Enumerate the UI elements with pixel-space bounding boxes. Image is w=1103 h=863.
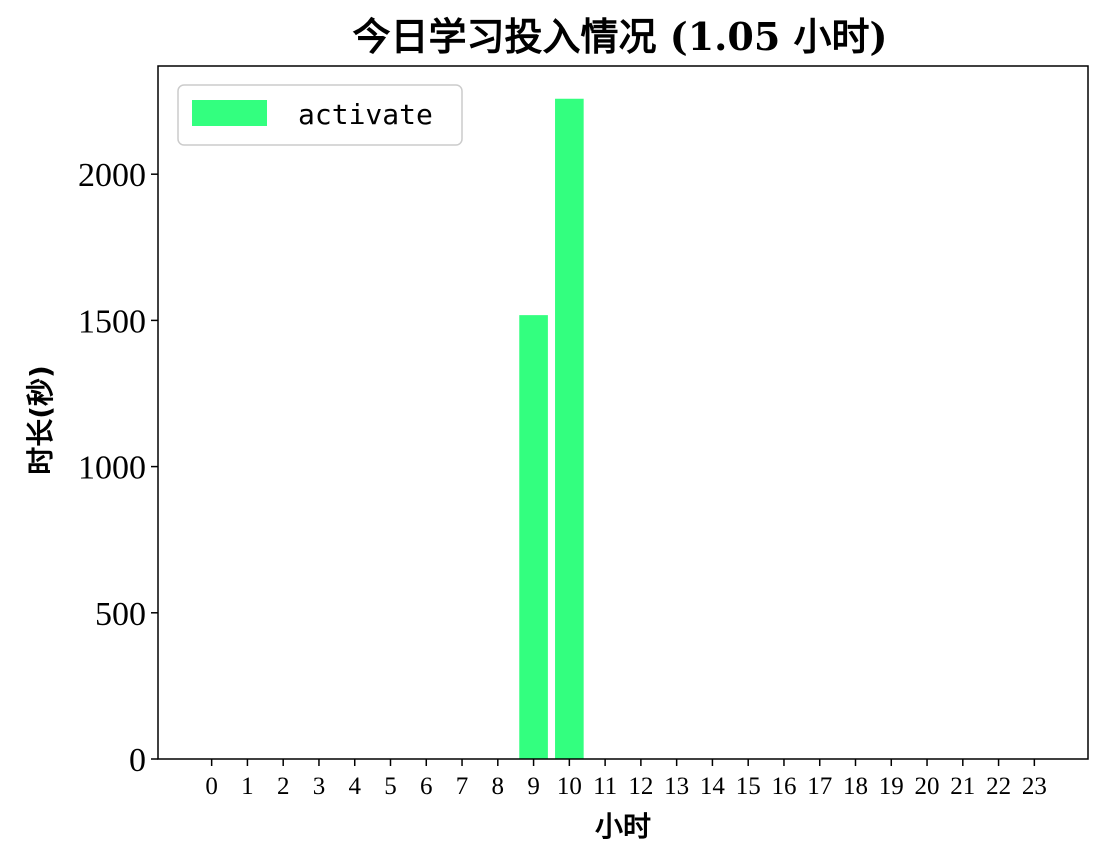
x-tick-label: 14 (700, 773, 726, 800)
x-tick-label: 21 (950, 773, 975, 800)
bar-hour-9 (519, 315, 548, 759)
x-tick-label: 15 (736, 773, 761, 800)
x-tick-label: 23 (1022, 773, 1047, 800)
x-tick-label: 0 (205, 773, 218, 800)
bar-hour-10 (555, 98, 584, 759)
x-tick-label: 16 (771, 773, 796, 800)
y-tick-label: 1500 (78, 303, 146, 340)
x-tick-label: 5 (384, 773, 397, 800)
x-tick-label: 9 (527, 773, 540, 800)
x-tick-label: 18 (843, 773, 868, 800)
x-tick-label: 17 (807, 773, 832, 800)
y-tick-label: 1000 (78, 450, 146, 487)
x-tick-label: 8 (492, 773, 505, 800)
x-axis-label: 小时 (595, 810, 651, 843)
legend: activate (177, 84, 463, 146)
x-tick-label: 19 (879, 773, 904, 800)
x-tick-label: 20 (915, 773, 940, 800)
x-tick-label: 22 (986, 773, 1011, 800)
x-tick-label: 2 (277, 773, 290, 800)
x-tick-label: 7 (456, 773, 469, 800)
x-tick-label: 11 (593, 773, 617, 800)
x-tick-label: 4 (348, 773, 361, 800)
x-tick-label: 3 (313, 773, 326, 800)
legend-swatch (192, 100, 267, 126)
legend-label: activate (298, 98, 433, 131)
chart-title: 今日学习投入情况 (1.05 小时) (353, 14, 888, 59)
y-tick-label: 0 (129, 742, 146, 779)
x-tick-label: 6 (420, 773, 433, 800)
y-axis-label: 时长(秒) (24, 365, 57, 475)
x-tick-label: 10 (557, 773, 582, 800)
bars-layer (519, 98, 584, 759)
y-axis-ticks: 0 500 1000 1500 2000 (78, 157, 158, 779)
x-tick-label: 13 (664, 773, 689, 800)
x-tick-label: 1 (241, 773, 254, 800)
plot-frame (157, 65, 1089, 760)
x-tick-label: 12 (628, 773, 653, 800)
y-tick-label: 2000 (78, 157, 146, 194)
x-axis-ticks: 0 1 2 3 4 5 6 7 8 9 10 11 12 13 14 15 16 17 18 19 20 21 22 23 (205, 759, 1047, 800)
y-tick-label: 500 (95, 596, 146, 633)
